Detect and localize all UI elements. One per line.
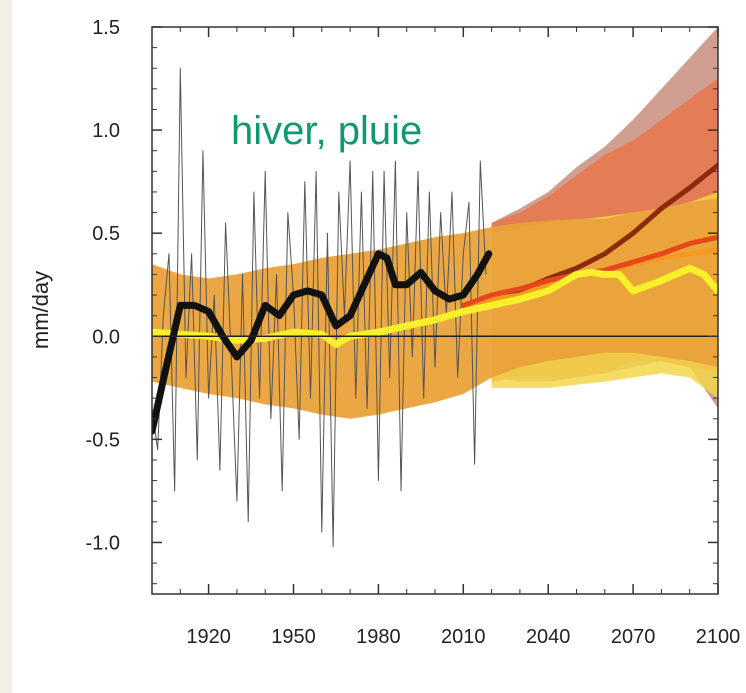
axis-tick-labels: 1920 1950 1980 2010 2040 2070 2100 1.5 1.0 0.5 0.0… [86, 17, 741, 648]
x-tick-label: 1920 [186, 626, 231, 648]
axis-ticks [152, 26, 719, 594]
y-tick-label: 1.0 [92, 120, 120, 142]
y-tick-label: -1.0 [86, 532, 120, 554]
x-tick-label: 2070 [611, 626, 656, 648]
panel-title: hiver, pluie [231, 109, 422, 153]
y-axis-label: mm/day [28, 271, 53, 349]
series-line-5 [152, 264, 718, 349]
series-line-6 [152, 250, 493, 435]
y-tick-label: 1.5 [92, 17, 120, 39]
series-line-1 [152, 67, 487, 548]
uncertainty-bands [152, 27, 718, 419]
left-margin-strip [0, 0, 12, 693]
x-tick-label: 2040 [526, 626, 571, 648]
x-tick-label: 1950 [271, 626, 316, 648]
uncertainty-band-4 [152, 198, 718, 419]
data-series [152, 67, 718, 548]
y-tick-label: -0.5 [86, 429, 120, 451]
x-tick-label: 2010 [441, 626, 486, 648]
y-tick-label: 0.0 [92, 326, 120, 348]
x-tick-label: 2100 [696, 626, 741, 648]
y-tick-label: 0.5 [92, 223, 120, 245]
x-tick-label: 1980 [356, 626, 401, 648]
